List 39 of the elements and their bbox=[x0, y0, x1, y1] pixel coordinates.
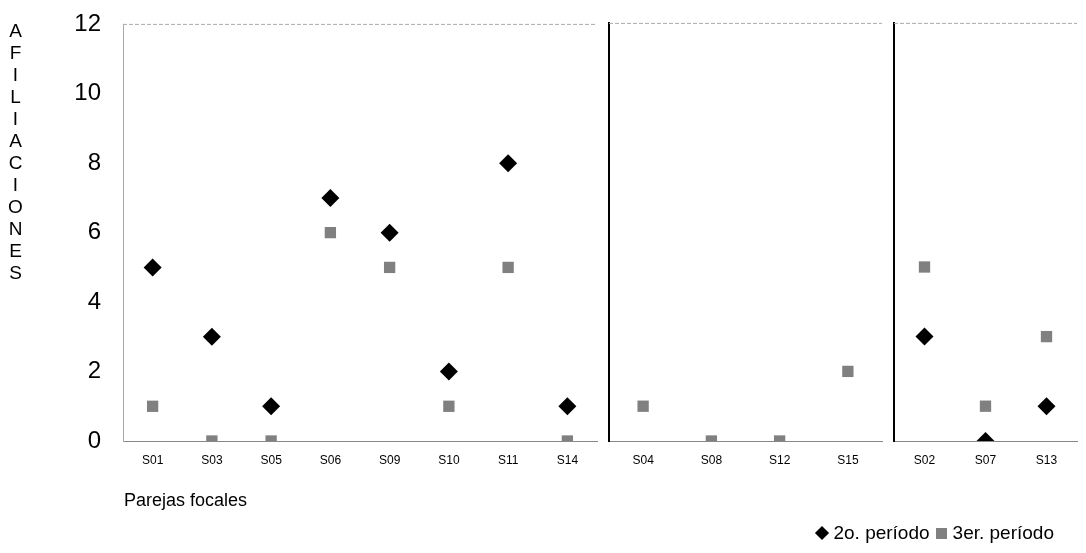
x-tick-label: S06 bbox=[319, 452, 342, 467]
x-axis-title: Parejas focales bbox=[124, 490, 248, 511]
legend-label: 3er. período bbox=[952, 522, 1054, 544]
point bbox=[202, 327, 221, 346]
point bbox=[143, 258, 162, 277]
y-tick-label: 8 bbox=[87, 147, 101, 175]
point bbox=[262, 397, 281, 416]
x-tick-label: S15 bbox=[837, 452, 859, 467]
point bbox=[380, 223, 399, 242]
point bbox=[383, 261, 396, 274]
y-tick-label: 10 bbox=[74, 78, 101, 106]
x-tick-label: S14 bbox=[556, 452, 579, 467]
y-tick-label: 12 bbox=[74, 9, 101, 37]
point bbox=[439, 362, 458, 381]
legend-label: 2o. período bbox=[833, 522, 930, 544]
x-tick-label: S03 bbox=[201, 452, 223, 467]
y-tick-label: 6 bbox=[87, 217, 101, 245]
y-axis-title: AFILIACIONES bbox=[4, 20, 26, 284]
x-tick-label: S05 bbox=[260, 452, 283, 467]
y-tick-label: 0 bbox=[87, 425, 101, 453]
point bbox=[502, 261, 514, 274]
x-tick-label: S09 bbox=[378, 452, 401, 467]
point bbox=[443, 400, 455, 412]
point bbox=[499, 154, 518, 173]
y-tick-label: 2 bbox=[87, 356, 101, 384]
x-tick-label: S07 bbox=[974, 452, 997, 467]
x-tick-label: S12 bbox=[768, 452, 791, 467]
x-tick-label: S11 bbox=[497, 452, 519, 467]
y-tick-label: 4 bbox=[87, 286, 101, 314]
x-tick-label: S13 bbox=[1035, 452, 1058, 467]
point bbox=[146, 400, 159, 412]
point bbox=[324, 227, 337, 239]
x-tick-label: S10 bbox=[438, 452, 460, 467]
point bbox=[321, 188, 340, 207]
point bbox=[558, 397, 577, 416]
x-tick-label: S08 bbox=[700, 452, 723, 467]
x-tick-label: S02 bbox=[913, 452, 936, 467]
x-tick-label: S01 bbox=[141, 452, 164, 467]
x-tick-label: S04 bbox=[632, 452, 655, 467]
